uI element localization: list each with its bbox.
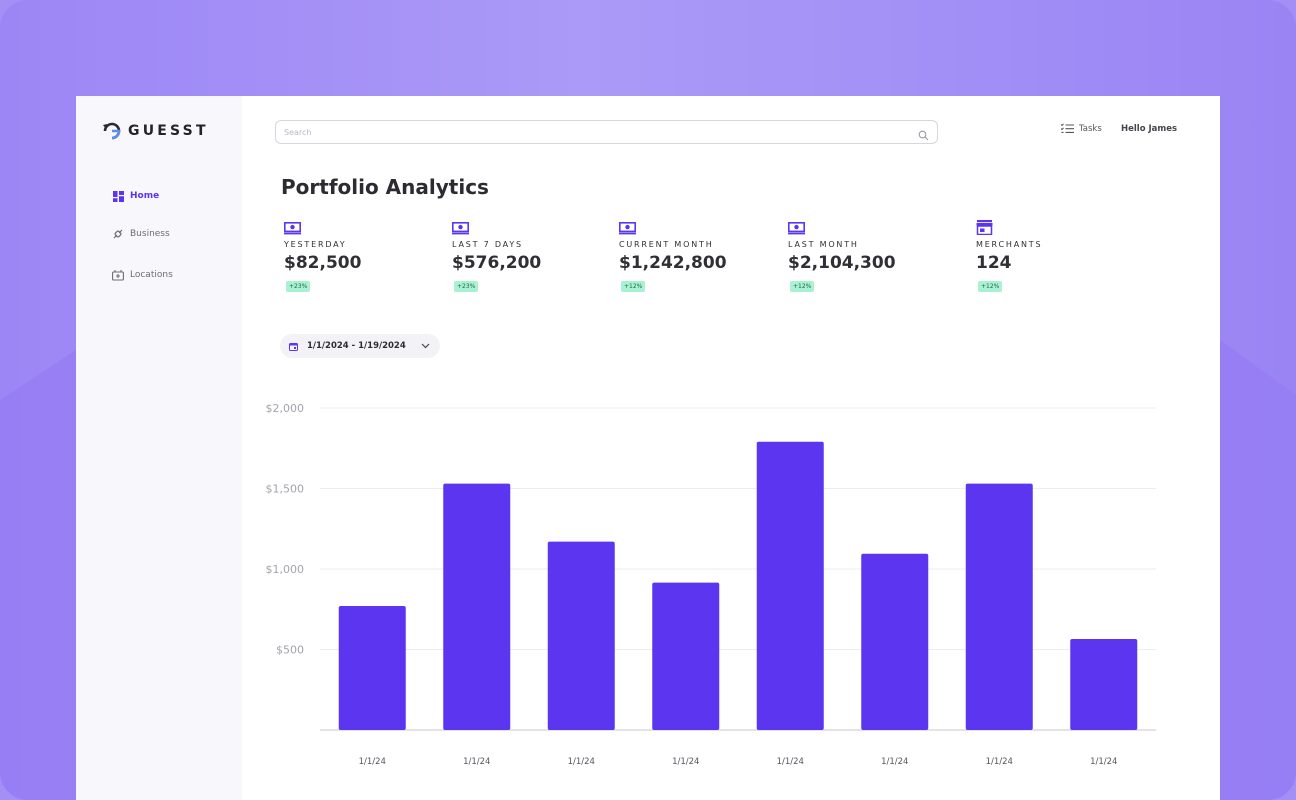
sidebar-item-label: Locations xyxy=(130,270,173,280)
bar xyxy=(1070,639,1138,730)
x-tick-label: 1/1/24 xyxy=(463,757,490,767)
stat-change-badge: +23% xyxy=(286,281,311,292)
x-tick-label: 1/1/24 xyxy=(672,757,699,767)
x-tick-label: 1/1/24 xyxy=(359,757,386,767)
stat-value: $1,242,800 xyxy=(619,253,727,273)
date-range-label: 1/1/2024 - 1/19/2024 xyxy=(307,341,406,351)
task-list-icon xyxy=(1061,123,1074,133)
tasks-label: Tasks xyxy=(1079,123,1102,134)
stat-merchants: MERCHANTS 124 +12% xyxy=(976,220,1042,292)
cash-icon xyxy=(284,220,361,235)
logo[interactable]: GUESST xyxy=(102,122,209,140)
cash-icon xyxy=(788,220,896,235)
date-range-picker[interactable]: 1/1/2024 - 1/19/2024 xyxy=(280,334,440,358)
bar xyxy=(756,441,824,730)
link-icon xyxy=(112,228,124,240)
tasks-button[interactable]: Tasks xyxy=(1061,123,1102,134)
bar xyxy=(861,553,929,730)
main-area: Tasks Hello James Portfolio Analytics YE… xyxy=(242,96,1220,800)
location-board-icon xyxy=(112,269,124,281)
stat-label: MERCHANTS xyxy=(976,240,1043,249)
x-tick-label: 1/1/24 xyxy=(777,757,804,767)
stat-yesterday: YESTERDAY $82,500 +23% xyxy=(284,220,361,292)
stat-label: CURRENT MONTH xyxy=(619,240,714,249)
y-tick-label: $2,000 xyxy=(266,402,305,415)
sidebar-item-label: Home xyxy=(130,191,160,201)
bar xyxy=(652,582,720,730)
store-icon xyxy=(976,220,1042,236)
y-tick-label: $500 xyxy=(276,644,304,657)
stat-last-7-days: LAST 7 DAYS $576,200 +23% xyxy=(452,220,541,292)
search-input[interactable] xyxy=(284,125,904,139)
stat-change-badge: +12% xyxy=(978,281,1003,292)
stat-value: 124 xyxy=(976,253,1012,273)
user-greeting[interactable]: Hello James xyxy=(1121,124,1178,134)
sidebar-item-home[interactable]: Home xyxy=(112,190,159,202)
bar xyxy=(547,541,615,730)
chevron-down-icon xyxy=(421,343,430,349)
stat-value: $576,200 xyxy=(452,253,542,273)
stat-change-badge: +12% xyxy=(790,281,815,292)
stat-last-month: LAST MONTH $2,104,300 +12% xyxy=(788,220,896,292)
stat-current-month: CURRENT MONTH $1,242,800 +12% xyxy=(619,220,727,292)
stat-label: YESTERDAY xyxy=(284,240,347,249)
stat-value: $82,500 xyxy=(284,253,362,273)
x-tick-label: 1/1/24 xyxy=(881,757,908,767)
stat-label: LAST 7 DAYS xyxy=(452,240,523,249)
stat-value: $2,104,300 xyxy=(788,253,896,273)
stat-label: LAST MONTH xyxy=(788,240,859,249)
stat-change-badge: +23% xyxy=(454,281,479,292)
bar xyxy=(965,483,1033,730)
cash-icon xyxy=(452,220,541,235)
bar xyxy=(443,483,511,730)
sidebar-item-locations[interactable]: Locations xyxy=(112,269,173,281)
search-icon[interactable] xyxy=(918,126,929,145)
page-title: Portfolio Analytics xyxy=(281,175,489,199)
stat-change-badge: +12% xyxy=(621,281,646,292)
sidebar: GUESST Home Business xyxy=(76,96,242,800)
dashboard-icon xyxy=(112,190,124,202)
x-tick-label: 1/1/24 xyxy=(1090,757,1117,767)
app-window: GUESST Home Business xyxy=(76,96,1220,800)
x-tick-label: 1/1/24 xyxy=(568,757,595,767)
logo-icon xyxy=(103,122,121,140)
sidebar-item-business[interactable]: Business xyxy=(112,228,170,240)
brand-name: GUESST xyxy=(128,123,209,139)
x-tick-label: 1/1/24 xyxy=(986,757,1013,767)
search-box xyxy=(275,120,938,144)
y-tick-label: $1,000 xyxy=(266,563,305,576)
sidebar-item-label: Business xyxy=(130,229,170,239)
bar xyxy=(338,606,406,730)
y-tick-label: $1,500 xyxy=(266,483,305,496)
calendar-icon xyxy=(289,342,298,351)
cash-icon xyxy=(619,220,727,235)
revenue-bar-chart: $500 $1,000 $1,500 $2,000 1/1/24 1/1/24 1/1/24… xyxy=(266,402,1156,767)
